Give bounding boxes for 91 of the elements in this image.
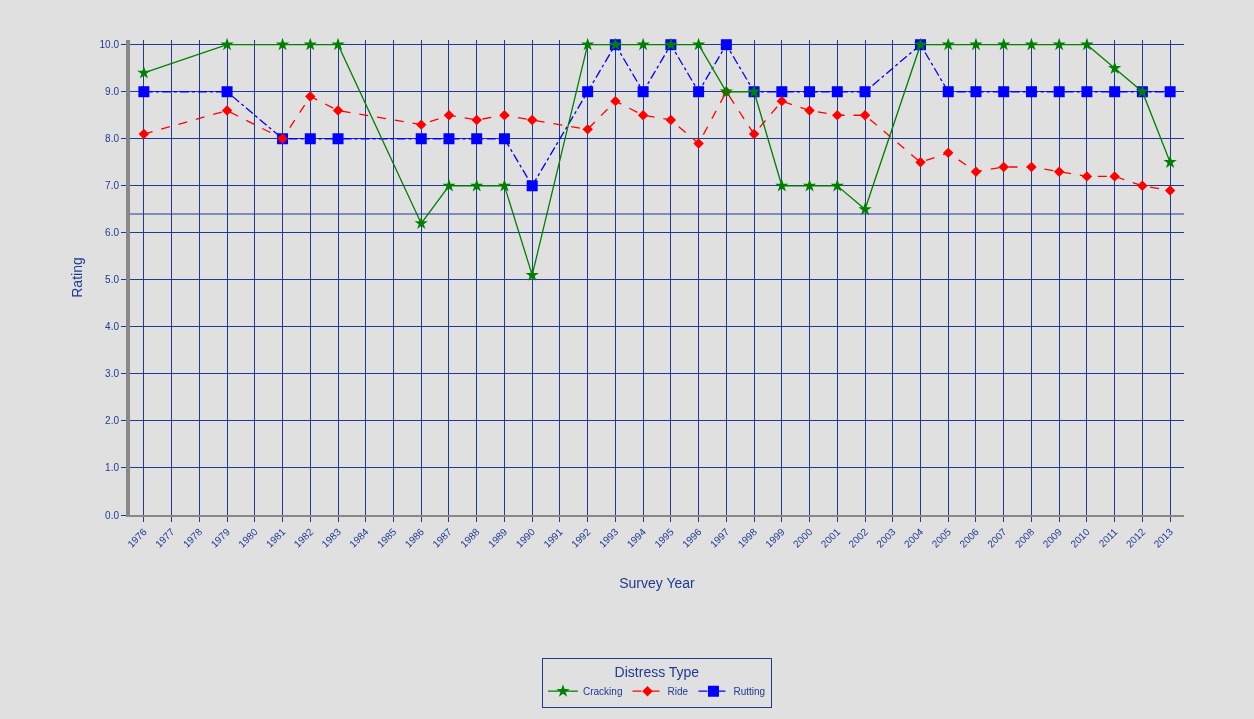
y-tick-label: 5.0 bbox=[105, 274, 120, 286]
point bbox=[416, 119, 427, 130]
point bbox=[665, 114, 677, 126]
point bbox=[941, 37, 955, 51]
y-axis-title: Rating bbox=[68, 257, 85, 298]
point bbox=[1137, 180, 1148, 191]
point bbox=[470, 178, 484, 192]
point bbox=[776, 86, 788, 98]
point bbox=[831, 86, 843, 98]
point bbox=[691, 37, 706, 51]
point bbox=[637, 86, 649, 98]
point bbox=[1081, 86, 1093, 98]
point bbox=[776, 95, 788, 107]
point bbox=[915, 157, 926, 168]
point bbox=[1081, 171, 1093, 182]
y-tick-label: 7.0 bbox=[105, 180, 120, 192]
point bbox=[969, 37, 983, 51]
point bbox=[997, 37, 1011, 51]
point bbox=[775, 178, 789, 192]
point bbox=[471, 114, 482, 126]
point bbox=[943, 147, 954, 159]
point bbox=[304, 133, 316, 145]
point bbox=[220, 37, 234, 51]
point bbox=[1025, 86, 1037, 98]
point bbox=[443, 133, 455, 145]
point bbox=[748, 128, 760, 140]
point bbox=[693, 86, 705, 98]
point bbox=[1109, 86, 1121, 98]
point bbox=[802, 178, 817, 192]
point bbox=[581, 37, 595, 51]
point bbox=[305, 91, 316, 102]
point bbox=[804, 86, 816, 98]
point bbox=[1053, 166, 1065, 177]
point bbox=[525, 268, 539, 281]
point bbox=[804, 105, 815, 116]
point bbox=[526, 114, 538, 126]
point bbox=[1053, 86, 1065, 98]
point bbox=[497, 178, 512, 192]
point bbox=[137, 65, 151, 79]
point bbox=[637, 110, 649, 121]
point bbox=[970, 86, 982, 98]
y-tick-label: 0.0 bbox=[105, 509, 120, 521]
point bbox=[138, 128, 150, 140]
point bbox=[582, 124, 593, 135]
y-tick-label: 6.0 bbox=[105, 227, 120, 239]
legend-label: Rutting bbox=[733, 686, 766, 698]
point bbox=[610, 95, 621, 107]
point bbox=[832, 110, 843, 121]
x-axis-title: Survey Year bbox=[619, 575, 696, 592]
legend-title: Distress Type bbox=[614, 663, 700, 680]
point bbox=[471, 133, 483, 145]
point bbox=[499, 110, 510, 121]
point bbox=[332, 105, 344, 116]
point bbox=[443, 110, 455, 121]
y-tick-label: 8.0 bbox=[105, 133, 120, 145]
y-tick-label: 2.0 bbox=[105, 415, 120, 427]
point bbox=[331, 37, 345, 51]
point bbox=[1164, 185, 1176, 196]
point bbox=[138, 86, 150, 98]
point bbox=[1163, 155, 1177, 168]
point bbox=[415, 133, 427, 145]
point bbox=[332, 133, 344, 145]
point bbox=[1108, 61, 1122, 74]
legend-label: Ride bbox=[667, 686, 689, 698]
y-tick-label: 3.0 bbox=[105, 368, 120, 380]
point bbox=[970, 166, 982, 177]
point bbox=[859, 86, 871, 98]
point bbox=[1109, 171, 1120, 182]
point bbox=[1026, 161, 1037, 173]
y-tick-label: 1.0 bbox=[105, 462, 120, 474]
point bbox=[1164, 86, 1176, 98]
point bbox=[221, 105, 233, 116]
point bbox=[303, 37, 317, 51]
point bbox=[442, 178, 456, 192]
y-tick-label: 10.0 bbox=[99, 39, 120, 51]
point bbox=[693, 138, 704, 149]
point bbox=[858, 202, 872, 215]
point bbox=[720, 39, 732, 51]
y-tick-label: 4.0 bbox=[105, 321, 120, 333]
point bbox=[998, 86, 1010, 98]
point bbox=[582, 86, 594, 98]
point bbox=[526, 180, 538, 192]
y-tick-label: 9.0 bbox=[105, 86, 120, 98]
point bbox=[830, 178, 844, 192]
point bbox=[414, 216, 428, 230]
point bbox=[942, 86, 954, 98]
point bbox=[859, 110, 871, 121]
point bbox=[998, 161, 1009, 173]
legend-label: Cracking bbox=[583, 686, 623, 698]
point bbox=[221, 86, 233, 98]
point bbox=[498, 133, 510, 145]
